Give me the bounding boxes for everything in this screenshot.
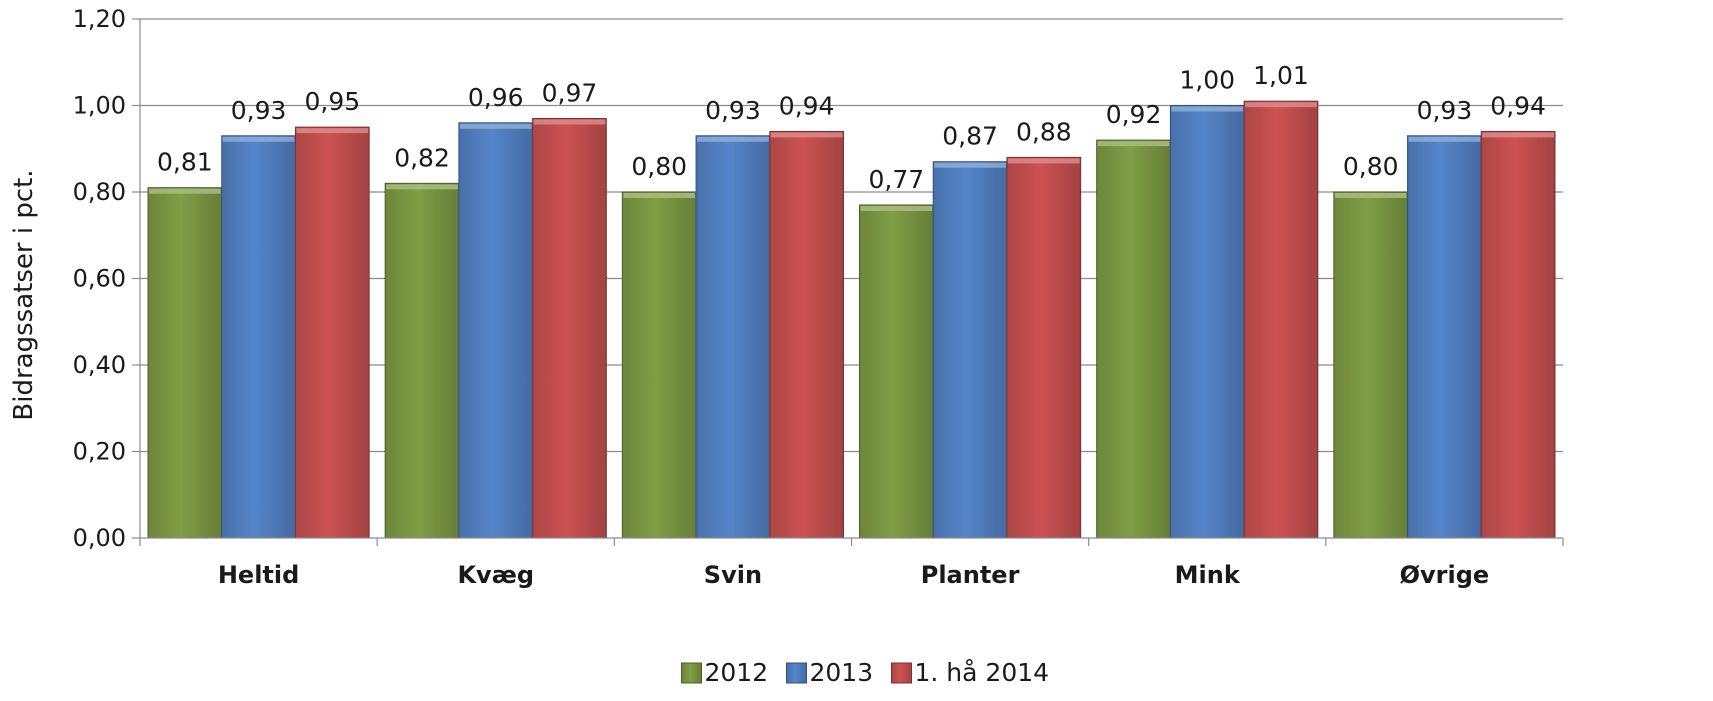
bar-bevel xyxy=(1007,158,1080,164)
data-label: 0,80 xyxy=(1343,152,1399,181)
data-label: 0,92 xyxy=(1106,100,1162,129)
category-label: Heltid xyxy=(218,561,299,589)
gridlines xyxy=(140,18,1563,453)
data-label: 0,93 xyxy=(1417,96,1473,125)
legend-label: 1. hå 2014 xyxy=(915,658,1050,687)
bar-bevel xyxy=(770,132,843,138)
bar-2013 xyxy=(1169,105,1245,539)
data-label: 0,87 xyxy=(942,122,998,151)
bar-1-h-2014 xyxy=(1480,130,1556,539)
data-label: 0,94 xyxy=(779,91,835,120)
bar-1-h-2014 xyxy=(1243,100,1319,539)
bar-2012 xyxy=(147,187,223,539)
bar-bevel xyxy=(1334,193,1407,198)
data-label: 0,82 xyxy=(394,143,450,172)
bar-bevel xyxy=(149,188,221,194)
bars xyxy=(147,100,1556,539)
bar-1-h-2014 xyxy=(294,126,370,539)
data-label: 0,96 xyxy=(468,83,524,112)
bar-2012 xyxy=(384,182,460,539)
data-label: 0,95 xyxy=(304,87,360,116)
bar-bevel xyxy=(386,184,458,190)
data-labels: 0,81 0,93 0,95 0,82 0,96 0,97 0,80 0,93 0,94 0,77… xyxy=(157,61,1546,194)
bar-bevel xyxy=(222,136,295,142)
legend: 2012 2013 1. hå 2014 xyxy=(681,658,1050,687)
legend-swatch xyxy=(786,662,807,684)
y-tick-label: 0,80 xyxy=(73,178,126,206)
bar-2012 xyxy=(621,191,697,539)
bar-2013 xyxy=(221,135,296,539)
data-label: 0,88 xyxy=(1016,117,1072,146)
legend-label: 2013 xyxy=(810,658,874,687)
bar-1-h-2014 xyxy=(769,130,844,539)
data-label: 0,93 xyxy=(705,96,761,125)
y-tick-label: 1,20 xyxy=(73,5,126,33)
bar-bevel xyxy=(860,205,933,211)
bar-bevel xyxy=(1097,141,1170,147)
category-label: Øvrige xyxy=(1400,561,1490,589)
category-label: Kvæg xyxy=(457,561,534,589)
bar-2013 xyxy=(695,135,771,539)
category-label: Planter xyxy=(921,561,1020,589)
data-label: 0,81 xyxy=(157,148,213,177)
bar-2013 xyxy=(458,122,534,539)
bar-bevel xyxy=(1245,102,1317,108)
data-label: 0,80 xyxy=(631,152,687,181)
y-axis-title: Bidragssatser i pct. xyxy=(9,169,39,420)
category-label: Svin xyxy=(704,561,762,589)
data-label: 0,77 xyxy=(869,165,925,194)
bar-bevel xyxy=(1408,136,1481,142)
legend-label: 2012 xyxy=(705,658,769,687)
data-label: 0,93 xyxy=(231,96,287,125)
bar-2013 xyxy=(932,161,1008,539)
y-tick-label: 0,40 xyxy=(73,351,126,379)
y-tick-label: 1,00 xyxy=(73,92,126,120)
bar-bevel xyxy=(459,123,532,129)
legend-swatch xyxy=(681,662,702,684)
category-label: Mink xyxy=(1175,561,1241,589)
bar-2012 xyxy=(859,204,934,539)
bar-bevel xyxy=(1171,106,1244,112)
bar-1-h-2014 xyxy=(1006,156,1082,539)
bar-2012 xyxy=(1096,139,1171,539)
legend-swatch xyxy=(891,662,912,684)
y-tick-label: 0,20 xyxy=(73,438,126,466)
bar-bevel xyxy=(623,193,696,198)
data-label: 1,00 xyxy=(1179,66,1235,95)
bar-bevel xyxy=(533,119,606,125)
bar-bevel xyxy=(697,136,769,142)
data-label: 0,97 xyxy=(542,78,598,107)
bar-1-h-2014 xyxy=(532,117,607,539)
data-label: 1,01 xyxy=(1253,61,1309,90)
axes: 0,00 0,20 0,40 0,60 0,80 1,00 1,20 Heltid Kvæg Sv… xyxy=(73,5,1564,589)
data-label: 0,94 xyxy=(1490,91,1546,120)
y-tick-label: 0,60 xyxy=(73,265,126,293)
bar-bevel xyxy=(934,162,1006,168)
y-tick-label: 0,00 xyxy=(73,524,126,552)
bar-bevel xyxy=(1482,132,1554,138)
bar-2012 xyxy=(1333,191,1409,539)
bar-2013 xyxy=(1407,135,1482,539)
bar-bevel xyxy=(296,128,369,134)
